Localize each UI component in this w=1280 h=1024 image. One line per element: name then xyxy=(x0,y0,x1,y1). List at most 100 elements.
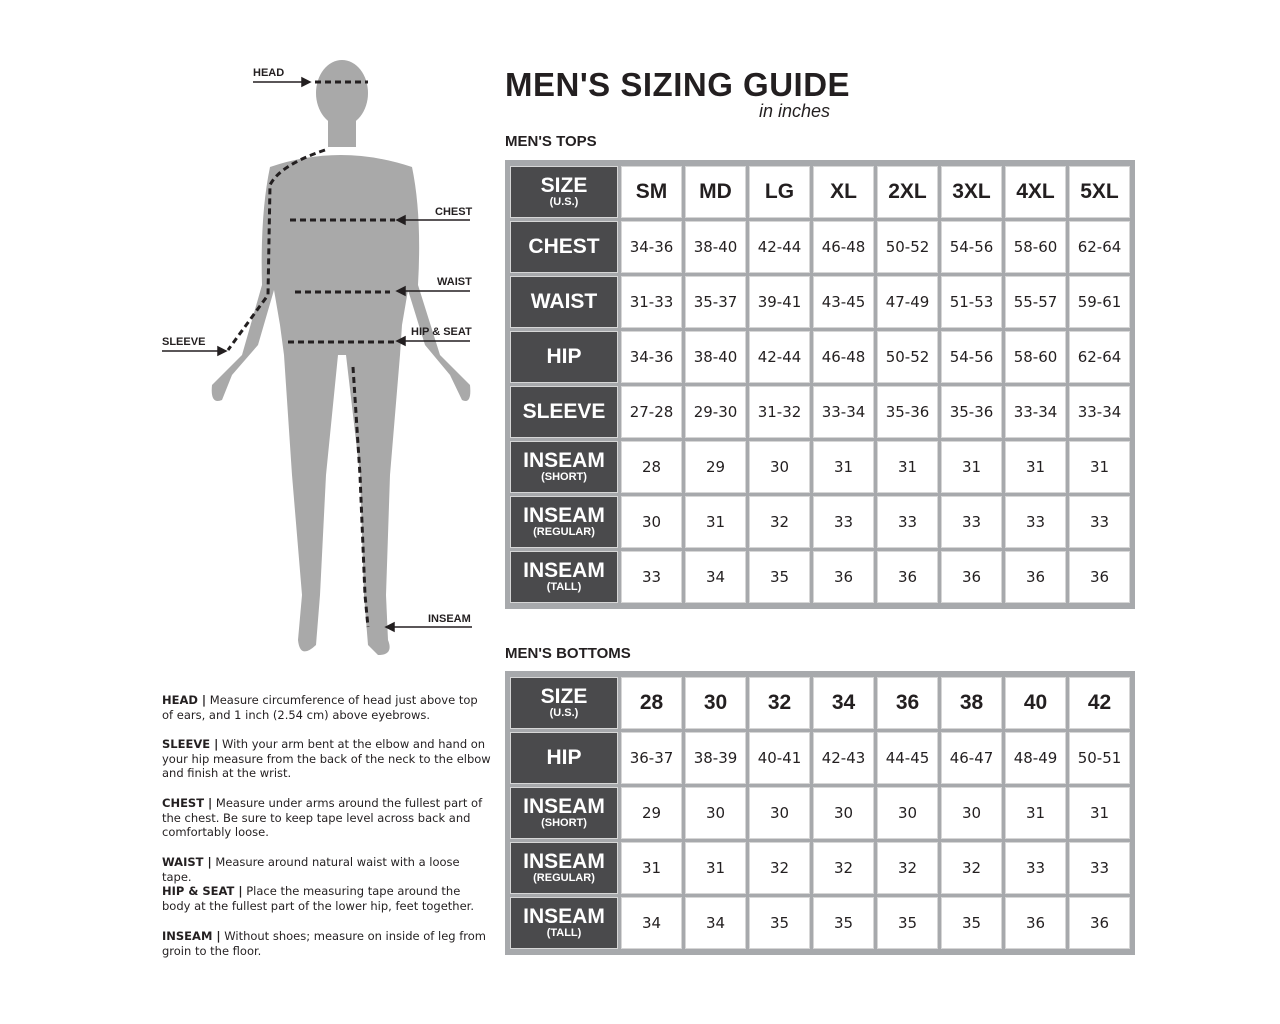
table-cell: 54-56 xyxy=(941,331,1002,383)
size-label: SIZE xyxy=(540,173,588,197)
table-row: CHEST 34-36 38-40 42-44 46-48 50-52 54-56 58-60… xyxy=(510,221,1130,273)
table-cell: 31 xyxy=(685,496,746,548)
table-cell: 31 xyxy=(1069,787,1130,839)
instruction-term: CHEST | xyxy=(162,796,213,810)
size-header-cell: 2XL xyxy=(877,166,938,218)
size-header-cell: 3XL xyxy=(941,166,1002,218)
table-cell: 33-34 xyxy=(1005,386,1066,438)
row-sub-label: (REGULAR) xyxy=(533,871,595,884)
table-cell: 38-40 xyxy=(685,331,746,383)
row-sub-label: (REGULAR) xyxy=(533,525,595,538)
table-row: SLEEVE 27-28 29-30 31-32 33-34 35-36 35-36 33-3… xyxy=(510,386,1130,438)
table-row: INSEAM (REGULAR) 31 31 32 32 32 32 33 33 xyxy=(510,842,1130,894)
table-cell: 47-49 xyxy=(877,276,938,328)
table-cell: 33 xyxy=(1069,496,1130,548)
table-row: HIP 34-36 38-40 42-44 46-48 50-52 54-56 58-60 62… xyxy=(510,331,1130,383)
row-label: HIP xyxy=(546,746,582,769)
bottoms-size-table: SIZE (U.S.) 28 30 32 34 36 38 40 42 HIP 36-37 38-39 4… xyxy=(505,671,1135,955)
table-cell: 35 xyxy=(749,897,810,949)
size-header-cell: 34 xyxy=(813,677,874,729)
table-row: INSEAM (SHORT) 29 30 30 30 30 30 31 31 xyxy=(510,787,1130,839)
size-header-cell: XL xyxy=(813,166,874,218)
table-cell: 28 xyxy=(621,441,682,493)
row-label: HIP xyxy=(546,345,582,368)
table-cell: 33-34 xyxy=(1069,386,1130,438)
table-cell: 50-52 xyxy=(877,331,938,383)
table-cell: 54-56 xyxy=(941,221,1002,273)
table-cell: 46-48 xyxy=(813,221,874,273)
figure-label-hip-seat: HIP & SEAT xyxy=(411,326,472,338)
table-cell: 35 xyxy=(877,897,938,949)
tops-size-table: SIZE (U.S.) SM MD LG XL 2XL 3XL 4XL 5XL CHEST 34-36… xyxy=(505,160,1135,609)
table-cell: 36 xyxy=(1005,897,1066,949)
figure-label-head: HEAD xyxy=(253,67,285,79)
row-label: INSEAM xyxy=(523,849,605,873)
row-label-cell: INSEAM (TALL) xyxy=(510,551,618,603)
table-cell: 30 xyxy=(813,787,874,839)
bottoms-heading: MEN'S BOTTOMS xyxy=(505,645,631,662)
size-header-cell: 5XL xyxy=(1069,166,1130,218)
row-label: WAIST xyxy=(530,290,598,313)
size-label-cell: SIZE (U.S.) xyxy=(510,166,618,218)
instruction-term: WAIST | xyxy=(162,855,212,869)
table-cell: 43-45 xyxy=(813,276,874,328)
table-cell: 34-36 xyxy=(621,221,682,273)
table-cell: 34 xyxy=(621,897,682,949)
row-label-cell: INSEAM (TALL) xyxy=(510,897,618,949)
table-cell: 36 xyxy=(1069,551,1130,603)
size-header-cell: 36 xyxy=(877,677,938,729)
size-header-row: SIZE (U.S.) 28 30 32 34 36 38 40 42 xyxy=(510,677,1130,729)
table-cell: 46-47 xyxy=(941,732,1002,784)
table-cell: 31-33 xyxy=(621,276,682,328)
table-cell: 33 xyxy=(941,496,1002,548)
table-cell: 30 xyxy=(877,787,938,839)
table-cell: 31 xyxy=(685,842,746,894)
table-cell: 29 xyxy=(685,441,746,493)
instruction-term: HEAD | xyxy=(162,693,207,707)
table-cell: 34 xyxy=(685,551,746,603)
table-cell: 50-52 xyxy=(877,221,938,273)
table-cell: 42-44 xyxy=(749,221,810,273)
row-label-cell: INSEAM (REGULAR) xyxy=(510,842,618,894)
table-cell: 32 xyxy=(749,496,810,548)
table-cell: 39-41 xyxy=(749,276,810,328)
table-cell: 33 xyxy=(621,551,682,603)
table-cell: 33-34 xyxy=(813,386,874,438)
figure-label-inseam: INSEAM xyxy=(428,613,471,625)
table-cell: 38-40 xyxy=(685,221,746,273)
table-cell: 35 xyxy=(941,897,1002,949)
instruction-text: With your arm bent at the elbow and hand… xyxy=(162,737,491,780)
table-cell: 36 xyxy=(941,551,1002,603)
row-label-cell: INSEAM (SHORT) xyxy=(510,441,618,493)
table-cell: 55-57 xyxy=(1005,276,1066,328)
table-cell: 36 xyxy=(813,551,874,603)
table-row: INSEAM (TALL) 33 34 35 36 36 36 36 36 xyxy=(510,551,1130,603)
size-label: SIZE xyxy=(540,684,588,708)
instruction-item: HIP & SEAT | Place the measuring tape ar… xyxy=(162,884,492,913)
table-cell: 46-48 xyxy=(813,331,874,383)
table-cell: 35 xyxy=(813,897,874,949)
table-cell: 32 xyxy=(813,842,874,894)
table-cell: 58-60 xyxy=(1005,221,1066,273)
table-cell: 29 xyxy=(621,787,682,839)
instruction-text: Place the measuring tape around the body… xyxy=(162,884,474,913)
table-cell: 33 xyxy=(1005,842,1066,894)
row-label: INSEAM xyxy=(523,794,605,818)
instruction-text: Without shoes; measure on inside of leg … xyxy=(162,929,486,958)
instruction-item: SLEEVE | With your arm bent at the elbow… xyxy=(162,737,492,781)
table-row: INSEAM (TALL) 34 34 35 35 35 35 36 36 xyxy=(510,897,1130,949)
size-sub-label: (U.S.) xyxy=(549,195,579,208)
row-label-cell: WAIST xyxy=(510,276,618,328)
table-cell: 31 xyxy=(813,441,874,493)
row-label: INSEAM xyxy=(523,503,605,527)
table-cell: 36 xyxy=(1005,551,1066,603)
table-cell: 31 xyxy=(1005,441,1066,493)
arrows xyxy=(162,76,472,633)
row-label: SLEEVE xyxy=(522,400,606,423)
table-row: INSEAM (SHORT) 28 29 30 31 31 31 31 31 xyxy=(510,441,1130,493)
measure-lines xyxy=(226,80,395,628)
table-cell: 58-60 xyxy=(1005,331,1066,383)
instruction-term: INSEAM | xyxy=(162,929,221,943)
table-cell: 34-36 xyxy=(621,331,682,383)
figure-label-waist: WAIST xyxy=(437,276,472,288)
